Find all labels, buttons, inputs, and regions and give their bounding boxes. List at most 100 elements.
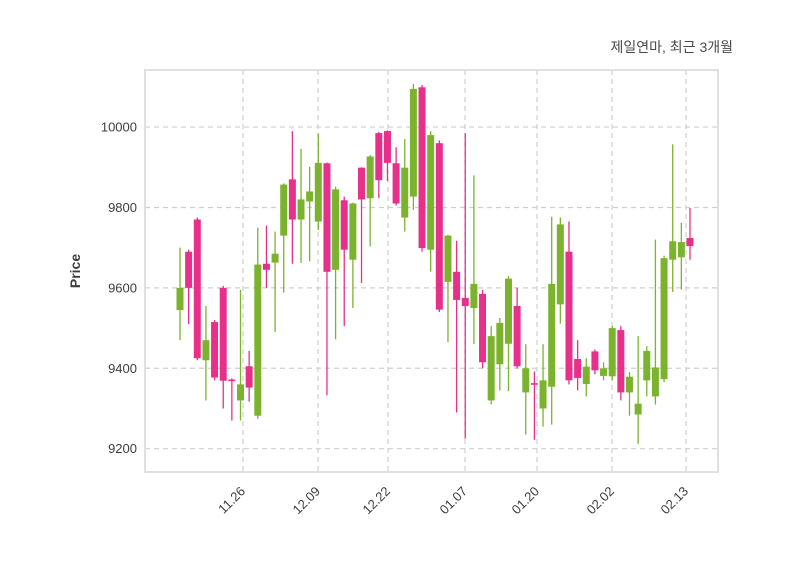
candle xyxy=(366,155,374,247)
candle-body xyxy=(297,199,305,220)
candle xyxy=(409,84,417,210)
candle-body xyxy=(453,271,461,300)
candle xyxy=(625,372,633,416)
candle xyxy=(574,340,582,391)
candle-body xyxy=(522,368,530,393)
candle xyxy=(306,166,314,262)
candle-body xyxy=(625,376,633,393)
candle-body xyxy=(470,283,478,308)
candle xyxy=(479,289,487,369)
y-tick-label: 9800 xyxy=(108,200,137,215)
candle xyxy=(487,326,495,405)
candle-body xyxy=(383,131,391,163)
candle-body xyxy=(617,330,625,393)
candle xyxy=(677,222,685,290)
x-tick-label: 01.20 xyxy=(509,484,543,518)
candle-body xyxy=(634,403,642,415)
candle-body xyxy=(409,88,417,197)
candle xyxy=(418,84,426,252)
candle-body xyxy=(582,366,590,384)
candle-body xyxy=(513,305,521,367)
candle xyxy=(383,130,391,181)
candle-layer xyxy=(176,84,694,444)
y-tick-label: 10000 xyxy=(101,120,137,135)
candle xyxy=(245,350,253,402)
candle-body xyxy=(643,350,651,381)
candle-body xyxy=(479,293,487,363)
candle xyxy=(634,336,642,444)
x-tick-label: 02.13 xyxy=(658,484,692,518)
candle-body xyxy=(219,287,227,381)
axis-layer: 10000 9800 9600 9400 9200 11.26 12.09 12.22 01.0… xyxy=(101,69,719,518)
candle xyxy=(591,349,599,375)
candle-body xyxy=(245,366,253,388)
candle-body xyxy=(608,328,616,377)
candle xyxy=(237,289,245,421)
candle xyxy=(651,239,659,405)
candle-body xyxy=(548,283,556,387)
candle-body xyxy=(237,384,245,401)
candle-body xyxy=(211,322,219,378)
candle xyxy=(185,249,193,325)
candle xyxy=(470,175,478,345)
x-tick-label: 11.26 xyxy=(215,484,248,517)
candle-body xyxy=(539,380,547,409)
candle xyxy=(211,320,219,381)
candle-body xyxy=(262,263,270,270)
candle xyxy=(314,133,322,230)
candle-body xyxy=(280,184,288,236)
y-tick-label: 9200 xyxy=(108,441,137,456)
candle-body xyxy=(660,258,668,380)
candle xyxy=(340,196,348,327)
candle xyxy=(297,148,305,263)
x-tick-label: 02.02 xyxy=(584,484,618,518)
candle xyxy=(219,285,227,409)
candle-body xyxy=(444,235,452,282)
candle-body xyxy=(323,163,331,272)
candle xyxy=(332,186,340,340)
candle xyxy=(496,318,504,391)
candle xyxy=(323,162,331,396)
candle xyxy=(358,167,366,284)
candle xyxy=(513,287,521,369)
candle-body xyxy=(496,322,504,365)
candle-body xyxy=(375,133,383,181)
candle-body xyxy=(504,278,512,344)
candle xyxy=(427,131,435,272)
candle-body xyxy=(366,156,374,199)
candle xyxy=(686,207,694,260)
candle-body xyxy=(651,367,659,397)
candle-body xyxy=(669,241,677,260)
candle xyxy=(349,202,357,308)
candle-body xyxy=(401,167,409,218)
candle-body xyxy=(392,163,400,204)
candle-body xyxy=(565,251,573,381)
candle-body xyxy=(574,359,582,378)
candle-body xyxy=(556,224,564,305)
candle xyxy=(202,305,210,401)
candle xyxy=(375,131,383,199)
candle-body xyxy=(314,162,322,222)
candle xyxy=(565,221,573,385)
candle xyxy=(392,147,400,206)
y-axis-label: Price xyxy=(67,254,83,288)
plot-border xyxy=(144,69,719,473)
candle xyxy=(548,216,556,425)
candle xyxy=(262,225,270,288)
candle-body xyxy=(591,351,599,371)
candle-body xyxy=(228,379,236,382)
y-tick-label: 9400 xyxy=(108,361,137,376)
candle xyxy=(453,240,461,413)
candle xyxy=(643,346,651,397)
chart-title: 제일연마, 최근 3개월 xyxy=(611,39,734,55)
candle xyxy=(228,378,236,421)
candle xyxy=(504,275,512,392)
candle xyxy=(669,144,677,292)
candle xyxy=(444,234,452,343)
candle-body xyxy=(185,251,193,288)
candle-body xyxy=(340,200,348,250)
candle-body xyxy=(418,87,426,249)
candle xyxy=(530,371,538,440)
